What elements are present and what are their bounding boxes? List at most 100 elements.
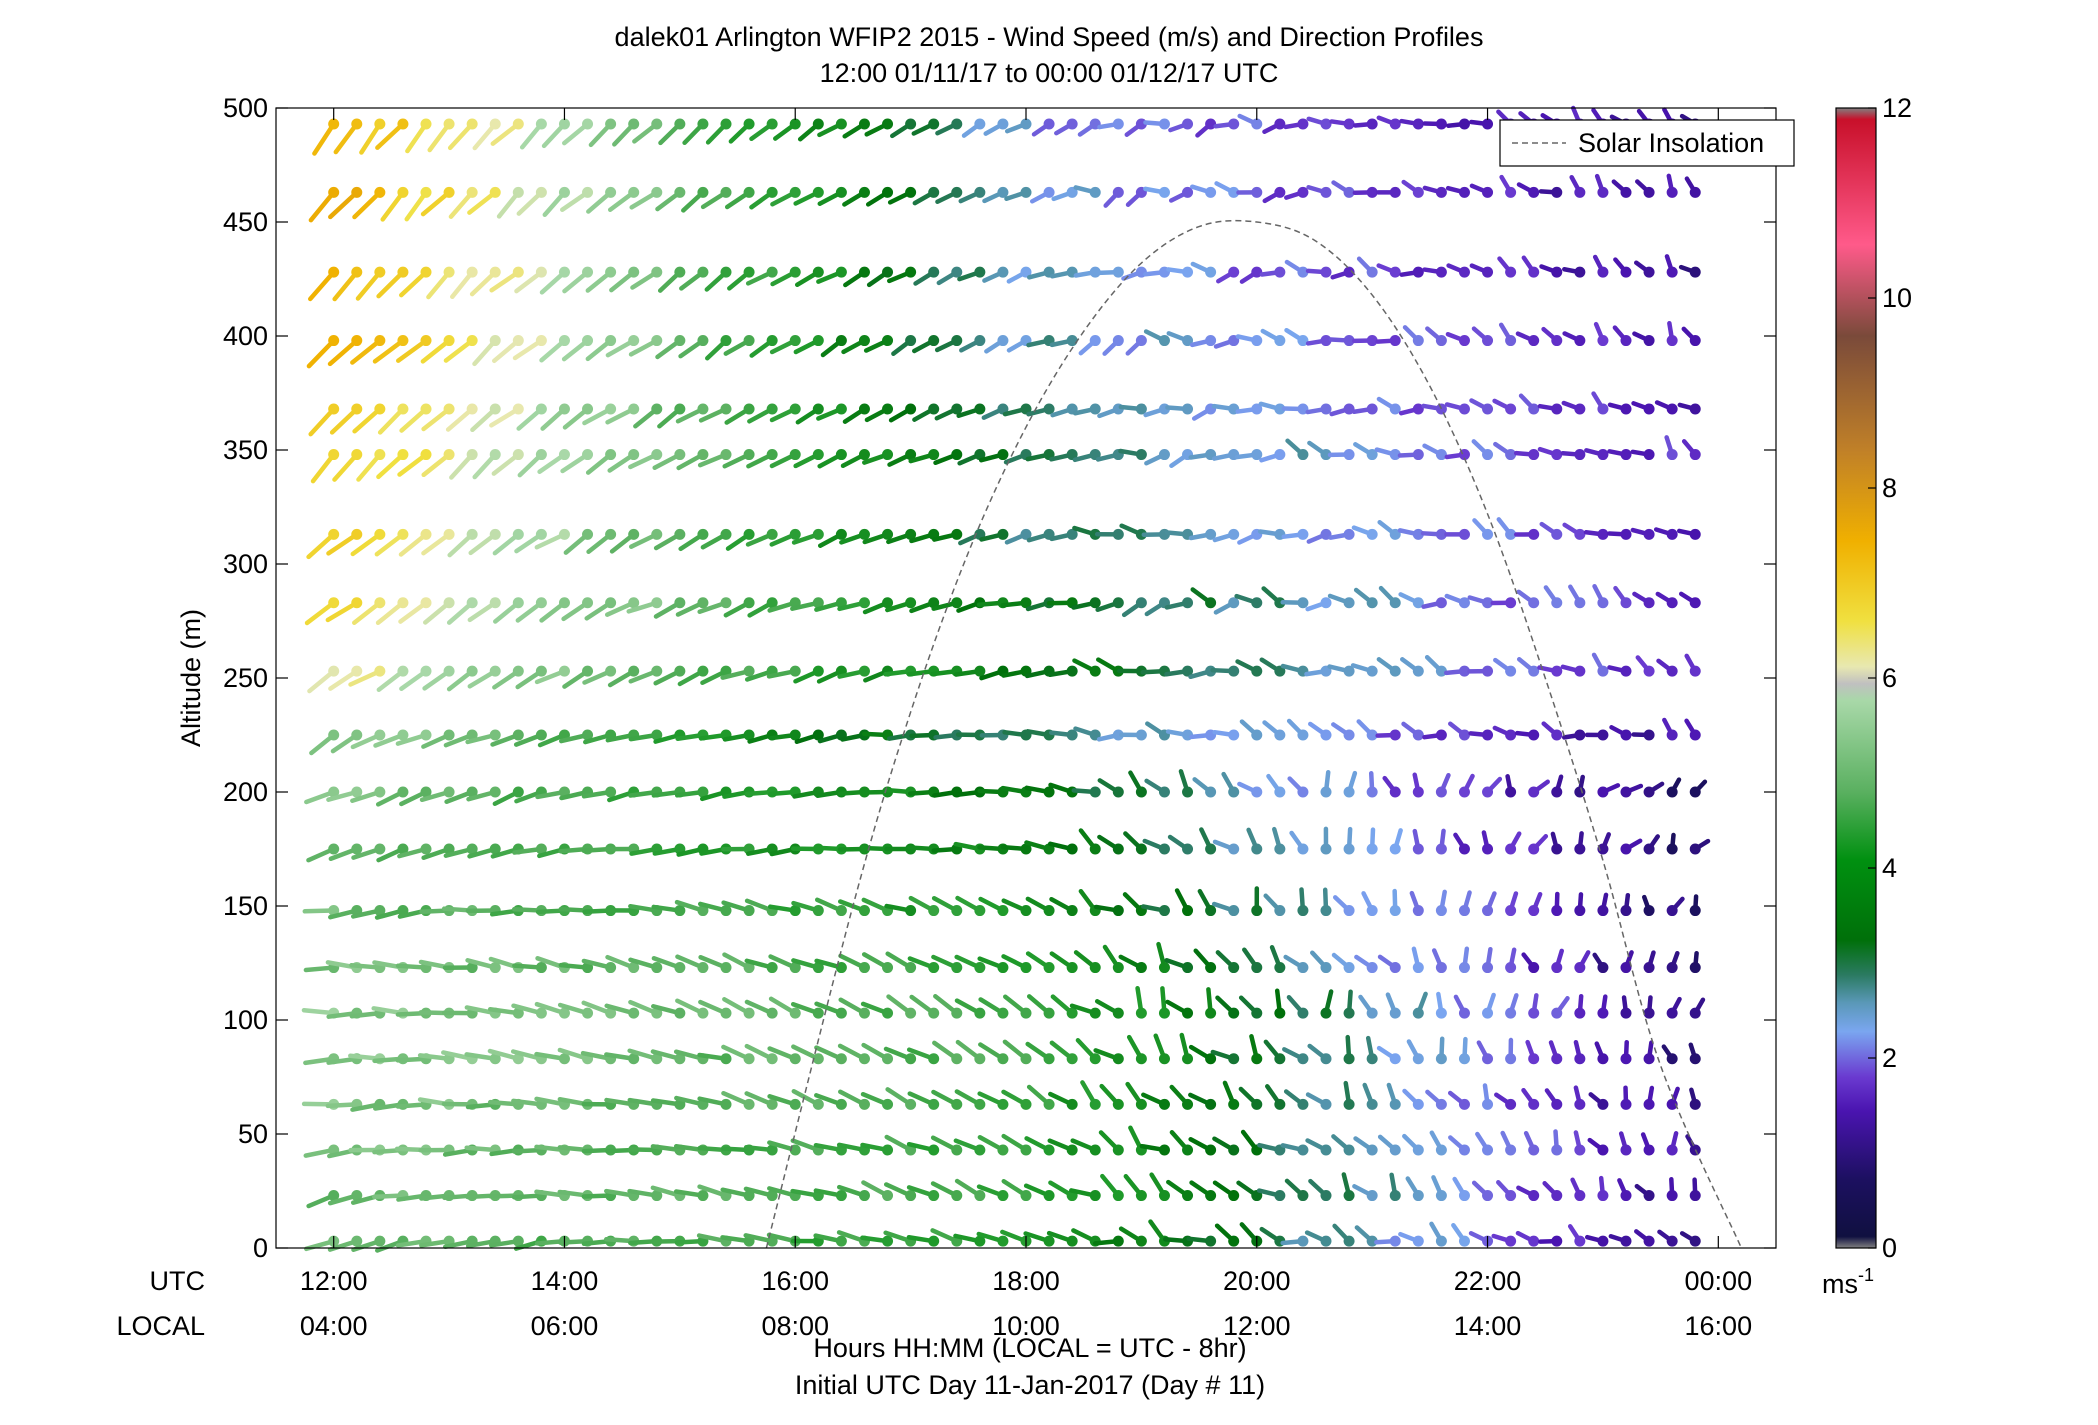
wind-barb-dot: [443, 266, 455, 278]
wind-barb-dot: [1597, 597, 1609, 609]
wind-barb-dot: [1274, 905, 1286, 917]
wind-barb-dot: [835, 1007, 847, 1019]
wind-barb-dot: [1666, 843, 1678, 855]
wind-barb-dot: [974, 1053, 986, 1065]
wind-barb-dot: [1689, 335, 1701, 347]
wind-barb-dot: [535, 597, 547, 609]
wind-barb-dot: [582, 528, 594, 540]
wind-barb-dot: [582, 729, 594, 741]
wind-barb-dot: [997, 118, 1009, 130]
wind-barb-dot: [1643, 1190, 1655, 1202]
wind-barb-dot: [489, 528, 501, 540]
wind-barb-dot: [1643, 1053, 1655, 1065]
wind-barb-dot: [1320, 335, 1332, 347]
wind-barb-dot: [374, 266, 386, 278]
wind-barb-dot: [812, 665, 824, 677]
wind-barb-dot: [1343, 1053, 1355, 1065]
wind-barb-dot: [374, 729, 386, 741]
wind-barb-dot: [1020, 962, 1032, 974]
wind-barb-dot: [651, 118, 663, 130]
wind-barb-dot: [605, 962, 617, 974]
wind-barb-dot: [489, 1053, 501, 1065]
wind-barb-dot: [743, 449, 755, 461]
wind-barb-dot: [882, 962, 894, 974]
wind-barb-dot: [1505, 905, 1517, 917]
wind-barb-dot: [1482, 528, 1494, 540]
wind-barb-dot: [1389, 1144, 1401, 1156]
wind-barb-dot: [1689, 1007, 1701, 1019]
wind-barb-dot: [1043, 962, 1055, 974]
wind-barb-dot: [1620, 1007, 1632, 1019]
wind-barb-dot: [1343, 1007, 1355, 1019]
wind-barb-dot: [1158, 1053, 1170, 1065]
wind-barb-dot: [535, 266, 547, 278]
wind-barb-dot: [928, 1007, 940, 1019]
wind-barb-dot: [489, 186, 501, 198]
wind-barb-dot: [1482, 905, 1494, 917]
wind-barb-dot: [1205, 1098, 1217, 1110]
wind-barb-dot: [720, 403, 732, 415]
wind-barb-dot: [1205, 597, 1217, 609]
wind-barb-shaft: [333, 121, 360, 155]
wind-barb-dot: [1251, 1098, 1263, 1110]
wind-barb-dot: [674, 186, 686, 198]
y-tick-label: 400: [223, 321, 268, 351]
wind-barb-dot: [1666, 1144, 1678, 1156]
x-tick-label-utc: 22:00: [1454, 1266, 1522, 1296]
wind-barb-dot: [1551, 905, 1563, 917]
wind-barb-dot: [697, 962, 709, 974]
wind-barb-dot: [1043, 786, 1055, 798]
wind-barb-dot: [1689, 1053, 1701, 1065]
wind-barb-dot: [1528, 1144, 1540, 1156]
wind-barb-dot: [512, 1235, 524, 1247]
wind-barb-dot: [974, 1235, 986, 1247]
wind-barb-dot: [1020, 1144, 1032, 1156]
wind-barb-dot: [1528, 905, 1540, 917]
wind-barb-dot: [1666, 597, 1678, 609]
wind-barb-dot: [1343, 962, 1355, 974]
wind-barb-dot: [420, 449, 432, 461]
wind-barb-dot: [812, 266, 824, 278]
wind-barb-dot: [1135, 1007, 1147, 1019]
wind-barb-dot: [1620, 186, 1632, 198]
wind-barb-dot: [997, 449, 1009, 461]
wind-barb-dot: [1689, 597, 1701, 609]
wind-barb-dot: [1366, 403, 1378, 415]
wind-barb-dot: [858, 449, 870, 461]
wind-barb-dot: [1274, 1098, 1286, 1110]
wind-barb-dot: [1228, 905, 1240, 917]
wind-barb-dot: [1251, 843, 1263, 855]
wind-barb-dot: [928, 403, 940, 415]
wind-barb-dot: [858, 403, 870, 415]
wind-barb-dot: [882, 1007, 894, 1019]
wind-barb-dot: [374, 528, 386, 540]
wind-barb-dot: [789, 335, 801, 347]
wind-barb-dot: [1066, 1053, 1078, 1065]
wind-barb-dot: [374, 665, 386, 677]
wind-barb-dot: [1297, 1053, 1309, 1065]
wind-barb-dot: [1066, 843, 1078, 855]
wind-barb-dot: [558, 665, 570, 677]
legend-label: Solar Insolation: [1578, 128, 1764, 158]
wind-barb-shaft: [355, 269, 383, 301]
wind-barb-dot: [1320, 186, 1332, 198]
wind-barb-dot: [1366, 786, 1378, 798]
colorbar-tick-label: 10: [1882, 283, 1912, 313]
wind-barb-dot: [1412, 665, 1424, 677]
wind-barb-dot: [697, 335, 709, 347]
wind-barb-dot: [1412, 1098, 1424, 1110]
wind-barb-dot: [1366, 1144, 1378, 1156]
wind-barb-dot: [905, 905, 917, 917]
wind-barb-dot: [420, 403, 432, 415]
wind-barb-dot: [1182, 905, 1194, 917]
wind-barb-dot: [1205, 186, 1217, 198]
wind-barb-dot: [720, 1053, 732, 1065]
wind-barb-dot: [420, 266, 432, 278]
wind-barb-dot: [882, 266, 894, 278]
wind-barb-dot: [1274, 1190, 1286, 1202]
wind-barb-dot: [1412, 118, 1424, 130]
wind-barb-dot: [1389, 1098, 1401, 1110]
wind-barb-dot: [720, 449, 732, 461]
wind-barb-dot: [374, 786, 386, 798]
wind-barb-dot: [1135, 1190, 1147, 1202]
